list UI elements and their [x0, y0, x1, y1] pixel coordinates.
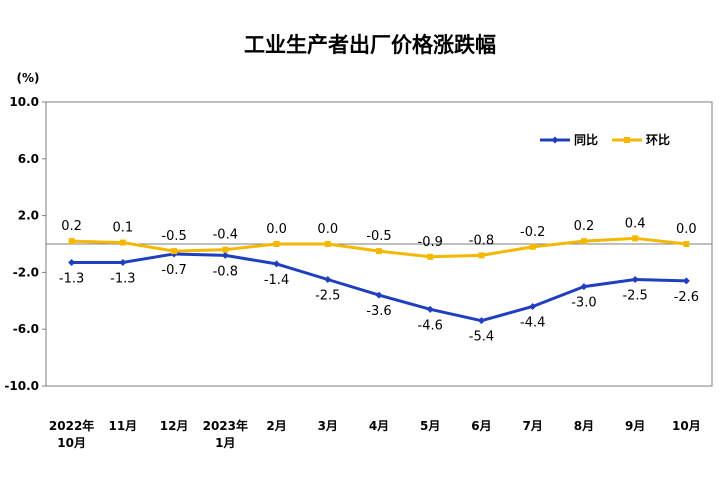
x-tick-label: 10月 — [57, 436, 86, 450]
data-labels-layer: -1.3 -1.3 -0.7 -0.8 -1.4 -2.5 -3.6 -4.6 -5.4 -4.4… — [59, 216, 699, 344]
legend-marker — [551, 136, 559, 144]
data-label: -2.5 — [315, 289, 340, 304]
data-label: -0.7 — [161, 263, 186, 278]
data-label: 0.4 — [625, 216, 646, 231]
data-point — [580, 283, 588, 291]
data-label: 0.2 — [61, 219, 82, 234]
y-tick-label: -10.0 — [4, 379, 39, 393]
legend-label: 同比 — [574, 132, 598, 147]
legend-marker — [624, 137, 630, 143]
data-point — [427, 253, 434, 260]
data-point — [171, 248, 178, 255]
data-point — [222, 246, 229, 253]
y-tick-label: 10.0 — [9, 95, 39, 109]
data-label: -4.6 — [418, 318, 443, 333]
data-label: -1.3 — [110, 271, 135, 286]
legend: 同比 环比 — [540, 132, 670, 147]
y-tick-label: 6.0 — [18, 152, 39, 166]
data-point — [375, 291, 383, 299]
x-tick-label: 11月 — [108, 419, 137, 433]
x-tick-label: 1月 — [215, 436, 235, 450]
x-tick-label: 3月 — [318, 419, 338, 433]
data-point — [119, 239, 126, 246]
x-tick-label: 6月 — [471, 419, 491, 433]
data-label: -1.4 — [264, 273, 289, 288]
axes: 10.0 6.0 2.0 -2.0 -6.0 -10.0 2022年 10月 11月 12月 202… — [4, 95, 713, 450]
data-label: -2.6 — [674, 290, 699, 305]
data-label: 0.2 — [574, 219, 595, 234]
data-label: -4.4 — [520, 315, 545, 330]
y-tick-label: 2.0 — [18, 209, 39, 223]
data-label: -0.2 — [520, 225, 545, 240]
data-label: -5.4 — [469, 330, 494, 345]
y-tick-label: -2.0 — [13, 265, 39, 279]
chart-title: 工业生产者出厂价格涨跌幅 — [244, 33, 496, 57]
data-point — [426, 305, 434, 313]
data-label: -3.6 — [366, 304, 391, 319]
data-label: 0.1 — [113, 221, 134, 236]
x-tick-label: 5月 — [420, 419, 440, 433]
data-point — [119, 258, 127, 266]
data-point — [682, 277, 690, 285]
y-unit-label: (%) — [17, 71, 40, 85]
x-tick-label: 2023年 — [203, 418, 248, 433]
x-tick-label: 10月 — [672, 419, 701, 433]
x-tick-label: 8月 — [574, 419, 594, 433]
x-tick-label: 2022年 — [49, 418, 94, 433]
data-label: 0.0 — [266, 222, 287, 237]
data-label: -0.5 — [161, 229, 186, 244]
data-point — [324, 241, 331, 247]
data-label: -0.9 — [418, 235, 443, 250]
x-tick-label: 2月 — [266, 419, 286, 433]
data-label: -1.3 — [59, 271, 84, 286]
data-point — [324, 276, 332, 283]
data-label: 0.0 — [676, 222, 697, 237]
x-tick-label: 7月 — [523, 419, 543, 433]
legend-label: 环比 — [646, 132, 670, 147]
data-point — [632, 235, 639, 242]
data-label: -0.8 — [469, 233, 494, 248]
data-point — [478, 252, 485, 259]
data-label: -0.8 — [213, 264, 238, 279]
data-point — [68, 258, 76, 266]
data-point — [580, 238, 587, 245]
data-point — [221, 251, 229, 259]
data-point — [273, 241, 280, 247]
x-tick-label: 12月 — [160, 419, 189, 433]
data-point — [631, 276, 639, 283]
y-tick-label: -6.0 — [13, 322, 39, 336]
data-point — [683, 241, 690, 247]
data-point — [68, 238, 75, 245]
data-label: 0.0 — [317, 222, 338, 237]
series-layer — [68, 235, 690, 325]
x-tick-label: 9月 — [625, 419, 645, 433]
data-point — [529, 302, 537, 310]
data-point — [477, 317, 485, 325]
data-point — [376, 248, 382, 255]
data-label: -2.5 — [622, 289, 647, 304]
data-label: -0.5 — [366, 229, 391, 244]
data-label: -3.0 — [571, 296, 596, 311]
data-label: -0.4 — [213, 228, 238, 243]
x-tick-label: 4月 — [369, 419, 389, 433]
data-point — [529, 243, 536, 250]
data-point — [273, 260, 281, 268]
